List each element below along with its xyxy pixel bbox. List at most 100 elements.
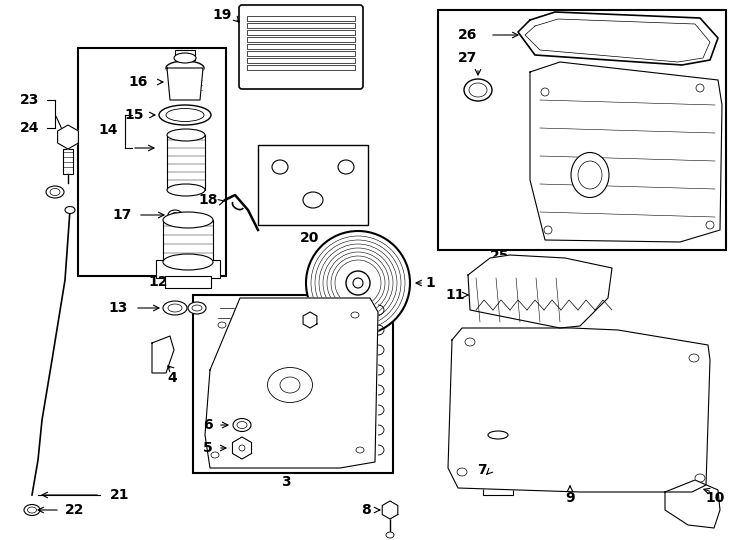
Ellipse shape xyxy=(335,260,381,306)
Ellipse shape xyxy=(192,305,202,311)
Ellipse shape xyxy=(237,422,247,429)
Text: 4: 4 xyxy=(167,371,177,385)
Bar xyxy=(483,475,513,495)
Text: 25: 25 xyxy=(490,249,509,263)
Text: 23: 23 xyxy=(21,93,40,107)
Ellipse shape xyxy=(267,368,313,402)
Text: 9: 9 xyxy=(565,491,575,505)
Ellipse shape xyxy=(488,431,508,439)
Text: 17: 17 xyxy=(112,208,131,222)
Bar xyxy=(438,10,726,250)
Bar xyxy=(247,16,355,21)
Ellipse shape xyxy=(696,84,704,92)
Text: 2: 2 xyxy=(290,313,300,327)
Bar xyxy=(63,149,73,174)
Polygon shape xyxy=(665,480,720,528)
Polygon shape xyxy=(57,125,79,149)
Text: 16: 16 xyxy=(128,75,148,89)
Ellipse shape xyxy=(174,53,196,63)
Bar xyxy=(78,48,226,276)
Ellipse shape xyxy=(167,129,205,141)
Ellipse shape xyxy=(327,252,389,314)
Bar xyxy=(258,145,368,225)
Bar xyxy=(163,220,213,262)
Polygon shape xyxy=(448,328,710,492)
Polygon shape xyxy=(205,298,378,468)
Ellipse shape xyxy=(167,184,205,196)
Polygon shape xyxy=(167,68,203,100)
Polygon shape xyxy=(233,437,252,459)
Ellipse shape xyxy=(464,79,492,101)
Ellipse shape xyxy=(386,532,394,538)
Text: 27: 27 xyxy=(458,51,478,65)
Ellipse shape xyxy=(163,254,213,270)
Text: 19: 19 xyxy=(212,8,232,22)
Ellipse shape xyxy=(27,507,37,513)
Ellipse shape xyxy=(311,236,405,330)
Ellipse shape xyxy=(168,210,182,220)
Text: 15: 15 xyxy=(124,108,144,122)
Polygon shape xyxy=(382,501,398,519)
Ellipse shape xyxy=(280,377,300,393)
Ellipse shape xyxy=(353,278,363,288)
Ellipse shape xyxy=(315,240,401,326)
Ellipse shape xyxy=(457,468,467,476)
Bar xyxy=(156,260,220,278)
Ellipse shape xyxy=(706,221,714,229)
Ellipse shape xyxy=(469,83,487,97)
Text: 3: 3 xyxy=(281,475,291,489)
Text: 12: 12 xyxy=(148,275,168,289)
Ellipse shape xyxy=(319,244,397,322)
Text: 22: 22 xyxy=(65,503,84,517)
Polygon shape xyxy=(468,255,612,328)
Bar xyxy=(247,30,355,35)
Ellipse shape xyxy=(65,206,75,213)
Text: 10: 10 xyxy=(705,491,724,505)
Ellipse shape xyxy=(331,256,385,310)
Ellipse shape xyxy=(172,213,178,218)
Ellipse shape xyxy=(239,445,245,451)
Ellipse shape xyxy=(544,226,552,234)
Ellipse shape xyxy=(303,192,323,208)
Text: 1: 1 xyxy=(425,276,435,290)
Ellipse shape xyxy=(159,105,211,125)
Ellipse shape xyxy=(233,418,251,431)
Ellipse shape xyxy=(338,160,354,174)
Text: 6: 6 xyxy=(203,418,213,432)
Text: 26: 26 xyxy=(458,28,478,42)
Ellipse shape xyxy=(188,302,206,314)
Text: 21: 21 xyxy=(110,488,130,502)
Text: 7: 7 xyxy=(477,463,487,477)
Ellipse shape xyxy=(695,474,705,482)
Ellipse shape xyxy=(306,231,410,335)
Ellipse shape xyxy=(689,354,699,362)
Polygon shape xyxy=(152,336,174,373)
Ellipse shape xyxy=(211,452,219,458)
Text: 13: 13 xyxy=(109,301,128,315)
Bar xyxy=(193,295,393,473)
Bar xyxy=(488,435,508,477)
Ellipse shape xyxy=(166,109,204,122)
Text: 11: 11 xyxy=(446,288,465,302)
Ellipse shape xyxy=(351,312,359,318)
Bar xyxy=(175,50,195,60)
Text: 24: 24 xyxy=(21,121,40,135)
Bar xyxy=(247,37,355,42)
Polygon shape xyxy=(303,312,317,328)
Ellipse shape xyxy=(356,447,364,453)
FancyBboxPatch shape xyxy=(239,5,363,89)
Ellipse shape xyxy=(163,301,187,315)
Ellipse shape xyxy=(50,188,60,195)
Text: 5: 5 xyxy=(203,441,213,455)
Bar xyxy=(247,44,355,49)
Bar xyxy=(247,58,355,63)
Ellipse shape xyxy=(24,504,40,516)
Ellipse shape xyxy=(541,88,549,96)
Ellipse shape xyxy=(166,61,204,75)
Bar xyxy=(247,65,355,70)
Bar xyxy=(492,410,504,435)
Bar xyxy=(247,51,355,56)
Bar xyxy=(167,135,205,190)
Ellipse shape xyxy=(272,160,288,174)
Text: 14: 14 xyxy=(98,123,117,137)
